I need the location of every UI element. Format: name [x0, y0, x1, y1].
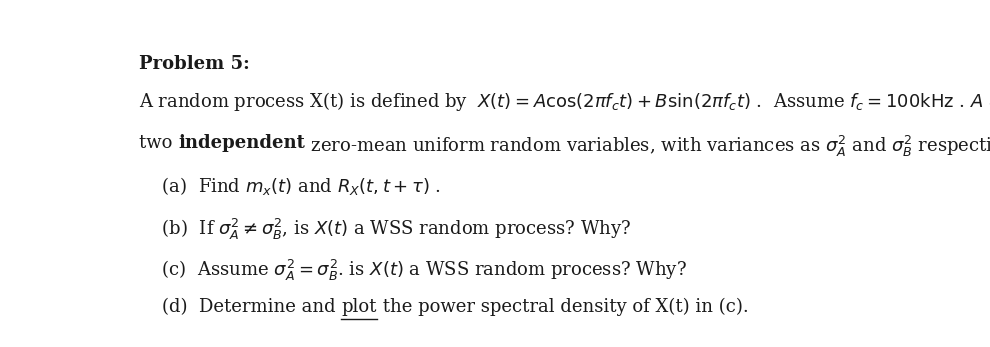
Text: the power spectral density of X(t) in (c).: the power spectral density of X(t) in (c…	[377, 298, 748, 316]
Text: (c)  Assume $\sigma_A^2 = \sigma_B^2$. is $X(t)$ a WSS random process? Why?: (c) Assume $\sigma_A^2 = \sigma_B^2$. is…	[139, 258, 687, 283]
Text: two: two	[139, 134, 178, 152]
Text: A random process X(t) is defined by  $X(t) = A\cos(2\pi f_c t) + B\sin(2\pi f_c : A random process X(t) is defined by $X(t…	[139, 90, 990, 113]
Text: independent: independent	[178, 134, 305, 152]
Text: (d)  Determine and: (d) Determine and	[139, 298, 342, 316]
Text: zero-mean uniform random variables, with variances as $\sigma_A^2$ and $\sigma_B: zero-mean uniform random variables, with…	[305, 134, 990, 159]
Text: Problem 5:: Problem 5:	[139, 55, 249, 73]
Text: (a)  Find $m_x(t)$ and $R_X(t, t+\tau)$ .: (a) Find $m_x(t)$ and $R_X(t, t+\tau)$ .	[139, 175, 441, 197]
Text: plot: plot	[342, 298, 377, 316]
Text: (b)  If $\sigma_A^2 \neq \sigma_B^2$, is $X(t)$ a WSS random process? Why?: (b) If $\sigma_A^2 \neq \sigma_B^2$, is …	[139, 217, 632, 242]
